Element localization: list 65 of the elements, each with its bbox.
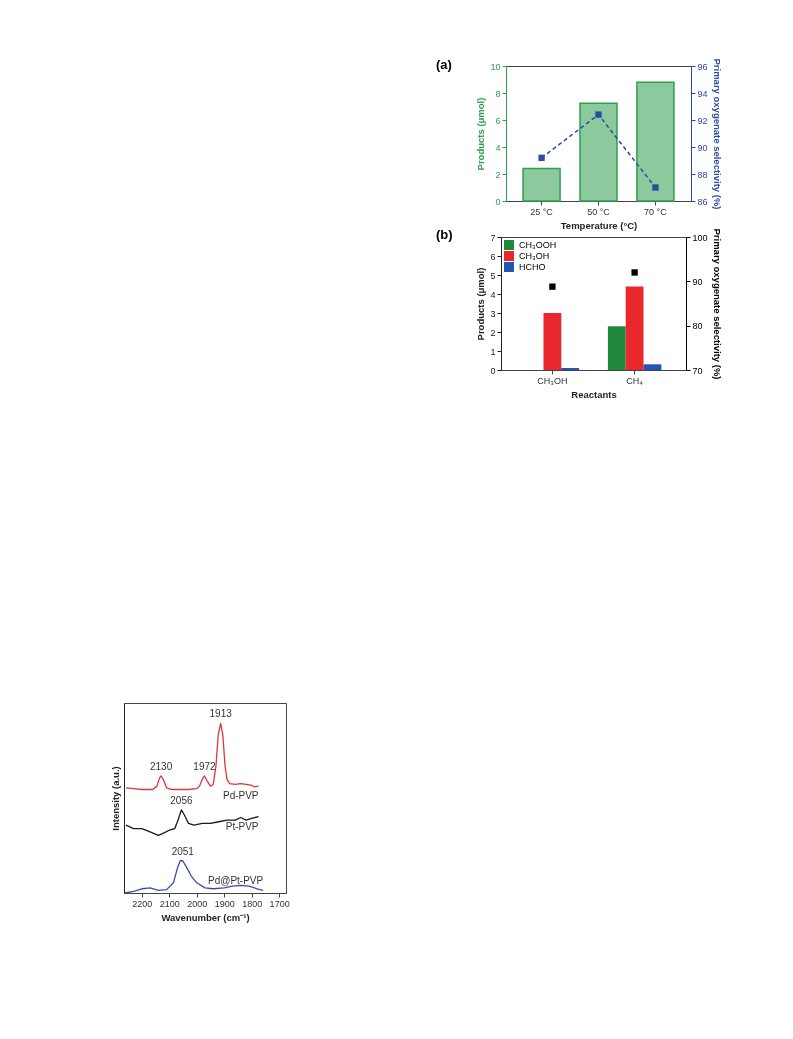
x-tick-label: 1800: [242, 898, 263, 909]
bar: [625, 286, 644, 370]
legend-label: CH₃OOH: [519, 240, 557, 250]
bar: [522, 167, 561, 202]
annotation: 2051: [171, 845, 195, 857]
chart-title: (b): [435, 226, 453, 242]
y2-axis-title: Primary oxygenate selectivity (%): [711, 228, 723, 380]
x-tick-label: 25 °C: [530, 206, 554, 217]
bar: [636, 81, 675, 202]
y2-tick-label: 94: [697, 88, 708, 99]
y-tick-label: 8: [495, 88, 501, 99]
annotation: 2056: [170, 794, 193, 806]
y2-tick-label: 88: [697, 169, 708, 180]
y-tick-label: 7: [490, 232, 496, 243]
point: [652, 184, 659, 191]
y-tick-label: 0: [495, 196, 501, 207]
annotation: 1913: [209, 708, 233, 720]
bar: [607, 326, 626, 370]
chart-title: (a): [435, 56, 452, 72]
y-tick-label: 3: [490, 308, 496, 319]
y2-axis-title: Primary oxygenate selectivity (%): [711, 58, 723, 210]
y-axis-title: Products (μmol): [475, 267, 487, 341]
y-tick-label: 6: [495, 115, 501, 126]
y-tick-label: 6: [490, 251, 496, 262]
y2-tick-label: 80: [692, 321, 703, 332]
x-tick-label: 70 °C: [644, 206, 668, 217]
y-tick-label: 4: [495, 142, 501, 153]
y-tick-label: 0: [490, 365, 496, 376]
y2-tick-label: 70: [692, 365, 703, 376]
y2-tick-label: 100: [692, 232, 708, 243]
annotation: 2130: [149, 760, 173, 772]
x-tick-label: 1900: [214, 898, 235, 909]
point: [538, 154, 545, 161]
y2-tick-label: 96: [697, 61, 708, 72]
x-axis-title: Wavenumber (cm⁻¹): [161, 911, 250, 923]
y2-tick-label: 90: [697, 142, 708, 153]
x-tick-label: 50 °C: [587, 206, 611, 217]
x-tick-label: 2000: [187, 898, 208, 909]
legend-label: CH₃OH: [519, 251, 550, 261]
y-tick-label: 2: [495, 169, 501, 180]
y2-tick-label: 92: [697, 115, 708, 126]
y-tick-label: 2: [490, 327, 496, 338]
series-label: Pd@Pt-PVP: [208, 875, 264, 887]
y-axis-title: Products (μmol): [475, 97, 487, 171]
x-tick-label: 1700: [269, 898, 290, 909]
x-tick-label: CH₄: [626, 375, 644, 386]
y-tick-label: 10: [490, 61, 501, 72]
x-axis-title: Reactants: [571, 388, 617, 400]
bar: [543, 313, 562, 370]
y2-tick-label: 90: [692, 276, 703, 287]
y-tick-label: 4: [490, 289, 496, 300]
annotation: 1972: [193, 760, 217, 772]
y-tick-label: 1: [490, 346, 496, 357]
x-tick-label: 2100: [159, 898, 180, 909]
x-tick-label: 2200: [132, 898, 153, 909]
y2-tick-label: 86: [697, 196, 708, 207]
y-axis-title: Intensity (a.u.): [109, 766, 121, 831]
series-label: Pd-PVP: [222, 790, 259, 802]
legend-label: HCHO: [519, 262, 546, 272]
bar: [579, 102, 618, 202]
series-label: Pt-PVP: [225, 820, 259, 832]
bar: [643, 364, 662, 370]
x-axis-title: Temperature (°C): [560, 219, 638, 231]
point: [595, 111, 602, 118]
y-tick-label: 5: [490, 270, 496, 281]
